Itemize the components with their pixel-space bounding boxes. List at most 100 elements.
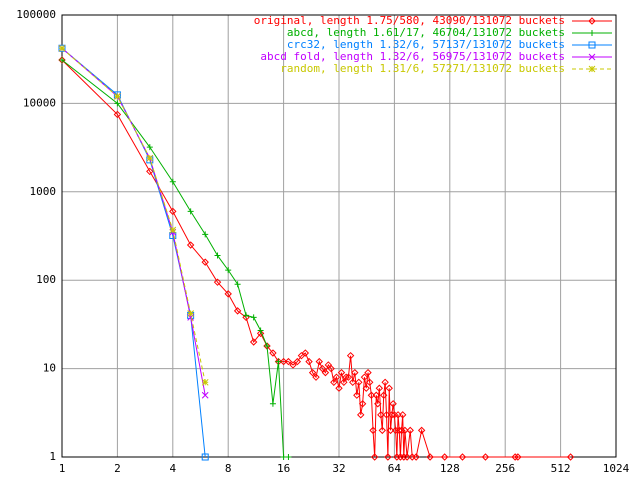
marker (406, 426, 414, 435)
marker (284, 357, 293, 366)
marker (279, 357, 288, 366)
marker (385, 384, 393, 392)
marker (249, 338, 258, 346)
marker (351, 368, 359, 377)
marker (355, 378, 363, 387)
marker (305, 357, 313, 366)
series-line (61, 59, 289, 458)
marker (440, 453, 449, 461)
marker (308, 368, 317, 377)
x-tick-label: 4 (169, 462, 176, 475)
marker (243, 312, 250, 319)
marker (187, 208, 194, 215)
marker (114, 100, 121, 107)
marker (342, 373, 350, 381)
marker (588, 65, 596, 73)
y-tick-label: 100000 (16, 8, 56, 21)
marker (330, 378, 338, 387)
marker (332, 373, 341, 381)
marker (395, 426, 403, 435)
x-tick-label: 2 (114, 462, 121, 475)
marker (318, 364, 327, 373)
legend-label: random, length 1.31/6, 57271/131072 buck… (280, 62, 565, 75)
marker (357, 411, 365, 419)
marker (366, 378, 374, 387)
marker (381, 378, 389, 387)
marker (201, 378, 209, 386)
marker (346, 351, 355, 360)
marker (589, 30, 595, 36)
marker (349, 378, 357, 387)
marker (114, 93, 121, 100)
legend-label: crc32, length 1.32/6, 57137/131072 bucke… (287, 38, 565, 51)
marker (375, 384, 384, 392)
legend-label: abcd, length 1.61/17, 46704/131072 bucke… (287, 26, 565, 39)
y-tick-label: 1000 (30, 185, 57, 198)
x-tick-label: 16 (277, 462, 290, 475)
marker (588, 53, 596, 61)
marker (588, 17, 596, 25)
marker (378, 426, 386, 435)
marker (403, 453, 411, 461)
marker (275, 358, 282, 365)
x-tick-label: 128 (440, 462, 460, 475)
marker (382, 411, 391, 419)
x-tick-label: 512 (551, 462, 571, 475)
series-line (61, 59, 571, 458)
marker (412, 453, 420, 461)
marker (233, 307, 242, 315)
marker (335, 384, 343, 392)
marker (388, 411, 396, 419)
marker (264, 343, 271, 350)
marker (588, 41, 596, 49)
marker (214, 252, 221, 259)
marker (377, 411, 385, 419)
marker (169, 178, 176, 185)
marker (386, 426, 395, 435)
marker (369, 426, 377, 435)
marker (269, 349, 277, 357)
marker (201, 391, 209, 399)
marker (364, 368, 372, 377)
x-tick-label: 32 (332, 462, 345, 475)
marker (511, 453, 519, 461)
marker (384, 453, 392, 461)
marker (59, 56, 65, 63)
marker (340, 378, 348, 387)
marker (358, 400, 367, 408)
series-line (61, 47, 206, 458)
marker (353, 391, 361, 399)
marker (269, 400, 276, 407)
marker (337, 368, 346, 377)
marker (201, 258, 209, 266)
legend-label: abcd fold, length 1.32/6, 56975/131072 b… (260, 50, 565, 63)
marker (234, 281, 241, 288)
marker (344, 373, 353, 381)
marker (481, 453, 490, 461)
marker (417, 426, 426, 435)
marker (113, 91, 121, 99)
marker (169, 207, 177, 216)
marker (389, 400, 397, 408)
marker (186, 241, 195, 249)
marker (372, 391, 380, 399)
marker (367, 391, 376, 399)
marker (401, 426, 409, 435)
x-tick-label: 1 (59, 462, 66, 475)
y-tick-label: 10 (43, 362, 56, 375)
marker (285, 454, 292, 460)
marker (201, 453, 209, 461)
marker (400, 453, 408, 461)
y-tick-label: 100 (36, 273, 56, 286)
marker (327, 364, 335, 373)
series-line (61, 47, 206, 396)
x-tick-label: 64 (388, 462, 402, 475)
marker (187, 310, 194, 317)
marker (426, 453, 434, 461)
marker (289, 361, 297, 369)
marker (146, 167, 154, 176)
marker (301, 349, 310, 357)
marker (146, 154, 154, 162)
legend-label: original, length 1.75/580, 43090/131072 … (254, 14, 565, 27)
